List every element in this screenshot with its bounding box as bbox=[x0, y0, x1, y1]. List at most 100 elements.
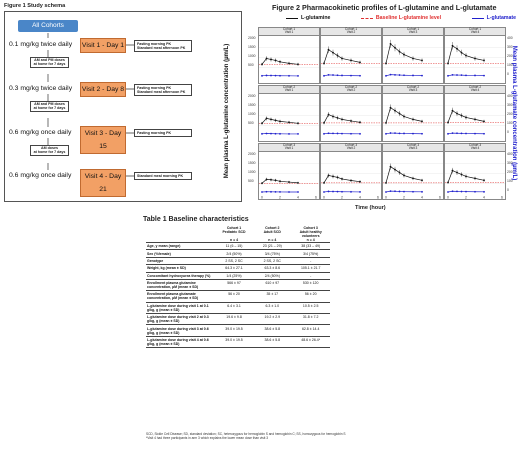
x-tick-label: 2 bbox=[465, 196, 467, 200]
glutamate-point bbox=[327, 190, 330, 193]
glutamine-point bbox=[389, 165, 392, 168]
glutamate-point bbox=[465, 74, 467, 77]
glutamine-point bbox=[460, 173, 463, 176]
visit-box-3: Visit 3 - Day 15 bbox=[80, 126, 126, 154]
home-dosing-2-line-2: at home for 7 days bbox=[33, 106, 66, 111]
glutamate-point bbox=[385, 74, 387, 77]
glutamate-point bbox=[389, 132, 392, 134]
glutamate-point bbox=[323, 74, 325, 77]
glutamine-point bbox=[279, 180, 281, 183]
glutamate-point bbox=[385, 191, 387, 193]
y-tick-right: 0 bbox=[507, 130, 509, 134]
glutamine-point bbox=[456, 171, 458, 174]
panel-cohort-2-visit-3: Cohort 2 Visit 3 bbox=[382, 85, 444, 142]
value-cell: 2 SS, 2 SC bbox=[214, 257, 254, 266]
pk-box-4-line-1: Standard meal morning PK bbox=[137, 173, 184, 178]
value-cell: 39.0 ± 19.5 bbox=[214, 336, 254, 349]
table-row: Sex (%female) 2/4 (50%) 3/4 (75%) 3/4 (75%) bbox=[146, 249, 330, 258]
y-tick-right: 300 bbox=[507, 45, 513, 49]
panel-header: Cohort 2 Visit 4 bbox=[445, 85, 505, 94]
glutamine-point bbox=[359, 61, 361, 64]
value-cell: 56 ± 20 bbox=[291, 290, 330, 303]
glutamate-point bbox=[265, 132, 268, 135]
row-label-cell: Concomitant hydroxyurea therapy (%) bbox=[146, 272, 215, 280]
glutamine-point bbox=[398, 50, 401, 53]
glutamate-point bbox=[465, 132, 467, 135]
value-cell: 35 ± 17 bbox=[253, 290, 292, 303]
glutamate-point bbox=[412, 190, 414, 193]
x-tick-label: 4 bbox=[421, 196, 423, 200]
glutamate-point bbox=[385, 132, 387, 135]
value-cell: 3/4 (75%) bbox=[253, 249, 292, 258]
x-tick-label: 6 bbox=[377, 196, 379, 200]
glutamate-point bbox=[389, 190, 392, 193]
all-cohorts-box: All Cohorts bbox=[18, 20, 78, 32]
glutamine-point bbox=[261, 182, 263, 185]
table-row: Enrollment plasma glutamine concentratio… bbox=[146, 279, 330, 292]
value-cell: 2/4 (50%) bbox=[214, 249, 254, 258]
glutamate-point bbox=[451, 132, 454, 135]
panel-plot bbox=[259, 105, 319, 135]
panel-plot bbox=[383, 104, 443, 135]
glutamate-point bbox=[398, 132, 401, 135]
x-tick-label: 4 bbox=[483, 196, 485, 200]
glutamine-point bbox=[403, 115, 405, 118]
pk-box-2-line-2: Standard meal afternoon PK bbox=[137, 90, 186, 95]
panel-cohort-2-visit-2: Cohort 2 Visit 2 bbox=[320, 85, 382, 142]
y-tick-right: 300 bbox=[507, 161, 513, 165]
legend-glutamate-swatch bbox=[471, 17, 484, 19]
glutamate-point bbox=[336, 190, 339, 193]
legend-baseline-swatch bbox=[360, 17, 373, 19]
glutamate-point bbox=[403, 132, 405, 135]
y-tick-left: 1500 bbox=[248, 45, 256, 49]
y-tick-right: 200 bbox=[507, 170, 513, 174]
y-tick-right: 400 bbox=[507, 152, 513, 156]
glutamate-point bbox=[350, 74, 352, 77]
panel-plot bbox=[321, 105, 381, 135]
glutamine-point bbox=[288, 62, 290, 65]
glutamate-point bbox=[398, 74, 401, 76]
legend-glutamate-label: L-glutamate bbox=[486, 15, 516, 21]
y-tick-right: 200 bbox=[507, 112, 513, 116]
panel-header: Cohort 2 Visit 3 bbox=[383, 85, 443, 94]
figure2-title: Figure 2 Pharmacokinetic profiles of L-g… bbox=[272, 3, 497, 12]
glutamine-point bbox=[394, 46, 396, 49]
glutamine-point bbox=[323, 62, 325, 65]
glutamate-point bbox=[350, 190, 352, 193]
table-header-cell: Cohort 3 Adult healthy volunteers n = 4 bbox=[291, 226, 330, 243]
glutamine-point bbox=[421, 179, 423, 182]
figure1-study-schema: Figure 1 Study schema All Cohorts 0.1 mg… bbox=[0, 0, 255, 202]
panel-header: Cohort 3 Visit 1 bbox=[259, 143, 319, 152]
glutamine-point bbox=[350, 59, 352, 62]
panel-plot: 0 2 4 6 bbox=[259, 163, 319, 200]
glutamine-point bbox=[398, 171, 401, 174]
glutamate-point bbox=[394, 190, 396, 193]
glutamate-point bbox=[389, 73, 392, 76]
glutamate-point bbox=[474, 132, 476, 135]
pk-box-2: Fasting morning PK Standard meal afterno… bbox=[134, 84, 192, 97]
glutamine-point bbox=[403, 174, 405, 177]
glutamate-point bbox=[327, 132, 330, 135]
glutamate-point bbox=[270, 74, 272, 77]
glutamine-point bbox=[279, 60, 281, 63]
figure2-legend: L-glutamine Baseline L-glutamine level L… bbox=[286, 15, 516, 21]
glutamine-point bbox=[398, 112, 401, 115]
glutamine-point bbox=[359, 121, 361, 124]
glutamate-point bbox=[460, 190, 463, 193]
panel-header: Cohort 1 Visit 2 bbox=[321, 27, 381, 36]
glutamate-point bbox=[261, 132, 263, 135]
glutamate-point bbox=[474, 190, 476, 193]
panel-plot bbox=[383, 39, 443, 77]
visit-box-1: Visit 1 - Day 1 bbox=[80, 38, 126, 53]
panel-cohort-3-visit-1: Cohort 3 Visit 1 0 2 4 6 bbox=[258, 143, 320, 200]
glutamate-point bbox=[341, 74, 343, 77]
glutamine-point bbox=[270, 58, 272, 61]
glutamine-point bbox=[456, 47, 458, 50]
table-row: L-glutamine dose during visit 4 at 0.6 g… bbox=[146, 336, 330, 349]
glutamine-point bbox=[456, 112, 458, 115]
glutamine-point bbox=[474, 57, 476, 60]
y-tick-right: 100 bbox=[507, 121, 513, 125]
glutamine-point bbox=[451, 169, 454, 172]
glutamate-point bbox=[474, 74, 476, 77]
y-tick-right: 0 bbox=[507, 188, 509, 192]
